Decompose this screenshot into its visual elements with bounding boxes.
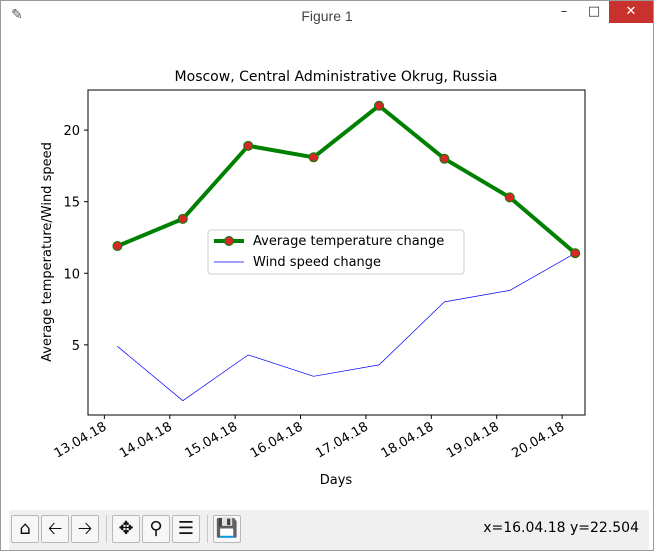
temperature-line bbox=[116, 103, 577, 255]
legend-marker-temperature bbox=[224, 236, 234, 246]
title-bar[interactable]: ✎ Figure 1 – □ ✕ bbox=[1, 1, 653, 31]
feather-icon: ✎ bbox=[11, 7, 23, 23]
forward-arrow-icon[interactable]: 🡢 bbox=[71, 515, 99, 543]
temperature-point bbox=[177, 213, 188, 224]
y-tick-label: 10 bbox=[63, 267, 80, 282]
navigation-toolbar: ⌂ 🡠 🡢 ✥ ⚲ ☰ 💾 x=16.04.18 y=22.504 bbox=[9, 510, 649, 550]
wind-speed-line bbox=[117, 252, 576, 402]
x-tick-label: 18.04.18 bbox=[379, 419, 437, 461]
legend: Average temperature change Wind speed ch… bbox=[207, 229, 465, 275]
minimize-icon[interactable]: – bbox=[560, 4, 568, 19]
x-tick-label: 15.04.18 bbox=[183, 419, 241, 461]
chart-title: Moscow, Central Administrative Okrug, Ru… bbox=[175, 69, 498, 85]
temperature-point bbox=[504, 192, 515, 203]
y-tick-label: 15 bbox=[63, 196, 80, 211]
y-axis-label: Average temperature/Wind speed bbox=[40, 142, 55, 362]
home-icon[interactable]: ⌂ bbox=[11, 515, 39, 543]
legend-label-temperature: Average temperature change bbox=[253, 234, 444, 249]
figure-canvas[interactable]: Moscow, Central Administrative Okrug, Ru… bbox=[9, 32, 649, 510]
cursor-coordinates: x=16.04.18 y=22.504 bbox=[483, 520, 639, 536]
x-axis-label: Days bbox=[320, 473, 353, 488]
x-tick-label: 16.04.18 bbox=[248, 419, 306, 461]
legend-label-wind: Wind speed change bbox=[253, 255, 381, 270]
y-tick-label: 5 bbox=[72, 339, 80, 354]
x-tick-label: 19.04.18 bbox=[444, 419, 502, 461]
temperature-point bbox=[439, 153, 450, 164]
temperature-point bbox=[308, 152, 319, 163]
x-tick-label: 13.04.18 bbox=[52, 419, 110, 461]
back-arrow-icon[interactable]: 🡠 bbox=[41, 515, 69, 543]
zoom-icon[interactable]: ⚲ bbox=[142, 515, 170, 543]
y-tick-label: 20 bbox=[63, 124, 80, 139]
temperature-point bbox=[243, 140, 254, 151]
toolbar-separator bbox=[207, 515, 208, 543]
maximize-icon[interactable]: □ bbox=[587, 4, 601, 19]
configure-subplots-icon[interactable]: ☰ bbox=[172, 515, 200, 543]
save-icon[interactable]: 💾 bbox=[213, 515, 241, 543]
temperature-point bbox=[112, 241, 123, 252]
chart: Moscow, Central Administrative Okrug, Ru… bbox=[40, 69, 586, 488]
series-layer bbox=[112, 100, 581, 402]
close-icon[interactable]: ✕ bbox=[609, 1, 653, 23]
x-tick-label: 17.04.18 bbox=[313, 419, 371, 461]
window-title: Figure 1 bbox=[301, 8, 353, 24]
temperature-point bbox=[374, 100, 385, 111]
x-tick-label: 14.04.18 bbox=[117, 419, 175, 461]
temperature-point bbox=[570, 248, 581, 259]
pan-icon[interactable]: ✥ bbox=[112, 515, 140, 543]
toolbar-separator bbox=[106, 515, 107, 543]
legend-box bbox=[207, 229, 465, 275]
x-tick-label: 20.04.18 bbox=[509, 419, 567, 461]
